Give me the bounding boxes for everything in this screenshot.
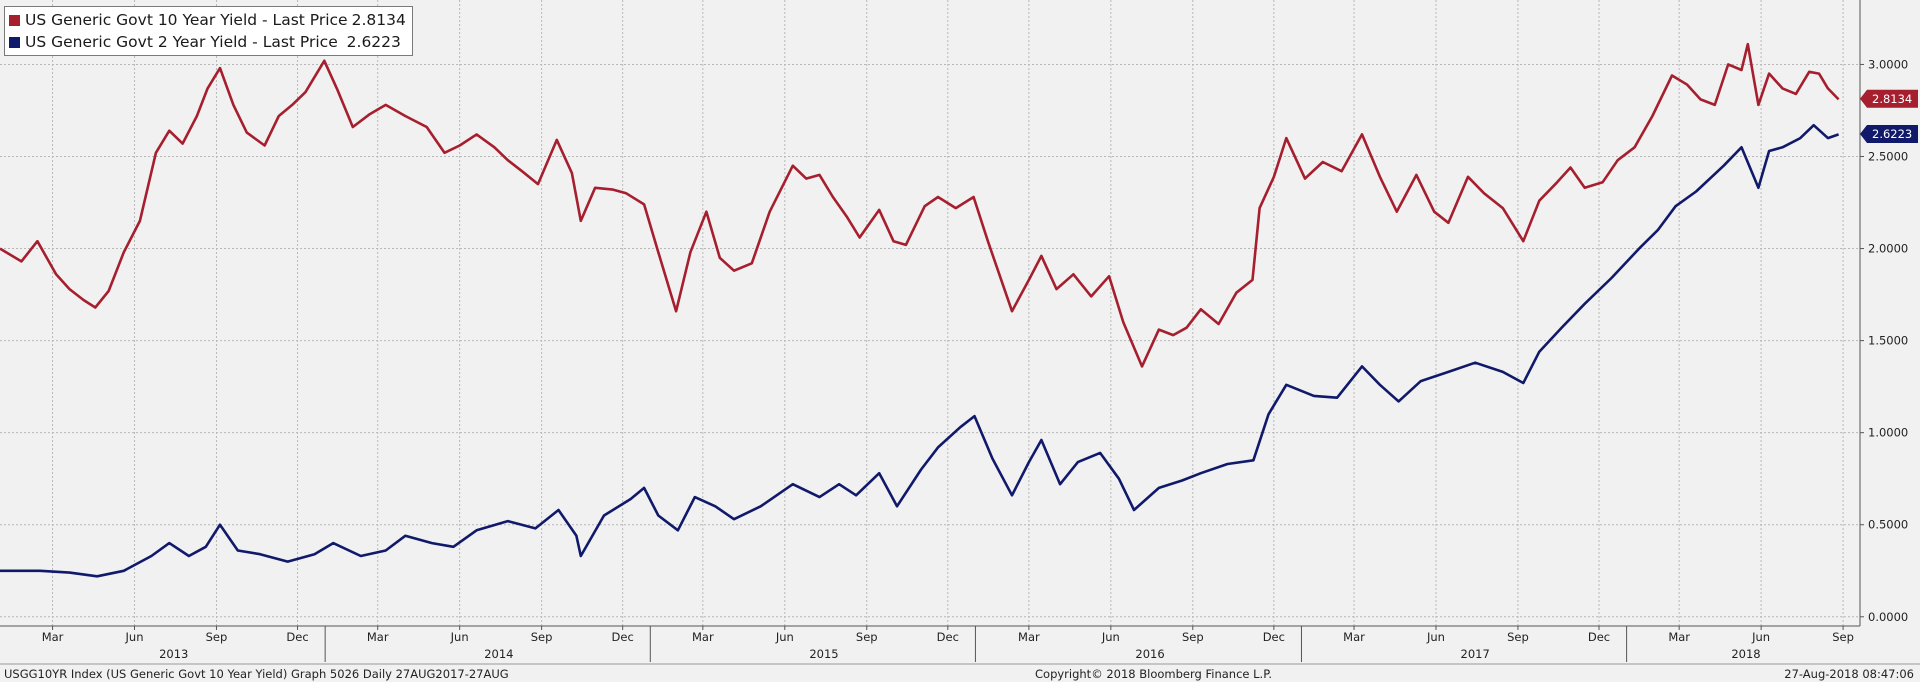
x-month-label: Dec [286, 630, 308, 644]
y-tick-label: 2.5000 [1868, 150, 1908, 164]
x-month-label: Mar [692, 630, 714, 644]
x-month-label: Jun [1751, 630, 1770, 644]
series-line-10y [0, 42, 1840, 368]
last-price-badge-text: 2.8134 [1872, 92, 1912, 106]
x-year-label: 2018 [1731, 647, 1760, 661]
legend-swatch-2y [9, 36, 20, 48]
last-price-labels: 2.8134 2.6223 [1860, 89, 1918, 143]
x-month-label: Jun [125, 630, 144, 644]
last-price-badge-bg [1860, 89, 1918, 108]
y-tick-label: 0.0000 [1868, 610, 1908, 624]
x-month-label: Dec [612, 630, 634, 644]
footer-index-info: USGG10YR Index (US Generic Govt 10 Year … [4, 667, 509, 681]
footer-copyright: Copyright© 2018 Bloomberg Finance L.P. [1035, 667, 1272, 681]
y-tick-label: 1.0000 [1868, 426, 1908, 440]
legend-value-2y: 2.6223 [346, 33, 401, 51]
last-price-badge-text: 2.6223 [1872, 127, 1912, 141]
footer-timestamp: 27-Aug-2018 08:47:06 [1784, 667, 1914, 681]
series-line-2y [0, 123, 1840, 578]
last-price-badge-2y: 2.6223 [1860, 124, 1918, 143]
x-month-label: Dec [1588, 630, 1610, 644]
y-tick-label: 1.5000 [1868, 334, 1908, 348]
gridlines [0, 0, 1860, 626]
x-month-label: Sep [1832, 630, 1854, 644]
legend-item-2y: US Generic Govt 2 Year Yield - Last Pric… [9, 31, 406, 53]
x-month-label: Mar [42, 630, 64, 644]
x-month-label: Mar [367, 630, 389, 644]
legend-label-10y: US Generic Govt 10 Year Yield - Last Pri… [25, 11, 348, 29]
axes: 0.0000 0.5000 1.0000 1.5000 2.0000 2.5000 3.00… [0, 0, 1920, 665]
x-month-label: Jun [775, 630, 794, 644]
x-year-label: 2013 [159, 647, 188, 661]
x-month-label: Dec [1263, 630, 1285, 644]
x-month-label: Sep [1182, 630, 1204, 644]
x-month-label: Sep [531, 630, 553, 644]
x-month-label: Mar [1668, 630, 1690, 644]
plot-background [0, 0, 1860, 626]
y-tick-label: 0.5000 [1868, 518, 1908, 532]
x-month-label: Sep [1507, 630, 1529, 644]
legend-value-10y: 2.8134 [351, 11, 406, 29]
x-year-label: 2017 [1461, 647, 1490, 661]
x-year-label: 2015 [809, 647, 838, 661]
chart-legend: US Generic Govt 10 Year Yield - Last Pri… [4, 6, 413, 56]
x-month-label: Jun [1426, 630, 1445, 644]
legend-item-10y: US Generic Govt 10 Year Yield - Last Pri… [9, 9, 406, 31]
last-price-badge-10y: 2.8134 [1860, 89, 1918, 108]
x-month-label: Sep [206, 630, 228, 644]
x-month-label: Jun [1101, 630, 1120, 644]
legend-swatch-10y [9, 14, 20, 26]
x-month-label: Jun [450, 630, 469, 644]
y-tick-label: 2.0000 [1868, 242, 1908, 256]
legend-label-2y: US Generic Govt 2 Year Yield - Last Pric… [25, 33, 343, 51]
x-year-label: 2016 [1135, 647, 1164, 661]
last-price-badge-bg [1860, 124, 1918, 143]
x-year-label: 2014 [484, 647, 513, 661]
series-lines [0, 42, 1840, 578]
y-tick-label: 3.0000 [1868, 57, 1908, 71]
x-month-label: Sep [856, 630, 878, 644]
x-month-label: Mar [1343, 630, 1365, 644]
x-month-label: Mar [1018, 630, 1040, 644]
x-month-label: Dec [937, 630, 959, 644]
